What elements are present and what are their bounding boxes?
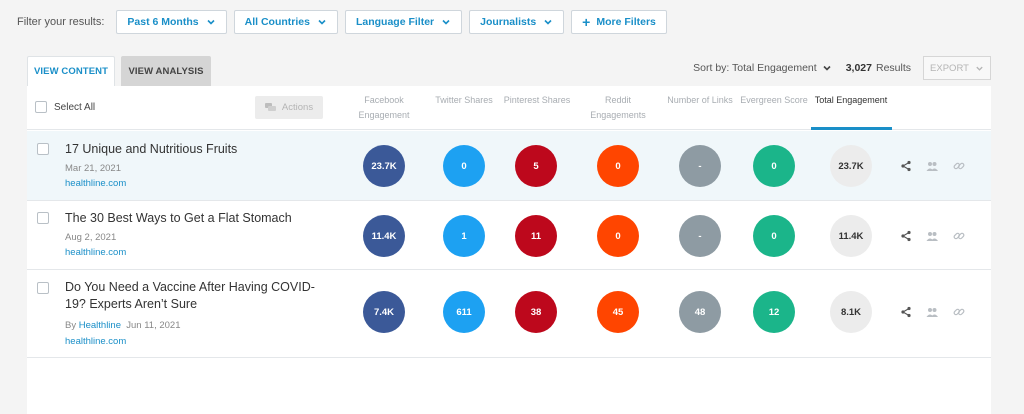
link-icon[interactable] [953, 230, 965, 242]
select-all-checkbox[interactable] [35, 101, 47, 113]
results-number: 3,027 [845, 62, 872, 74]
pinterest-shares-value: 5 [515, 145, 557, 187]
filter-country-button[interactable]: All Countries [233, 10, 338, 34]
chevron-down-icon [442, 19, 450, 25]
link-icon[interactable] [953, 306, 965, 318]
people-icon[interactable] [926, 160, 938, 172]
total-engagement-value: 8.1K [830, 291, 872, 333]
total-engagement-value: 11.4K [830, 215, 872, 257]
sort-bar: Sort by: Total Engagement 3,027 Results E… [693, 56, 991, 80]
evergreen-score-value: 0 [753, 145, 795, 187]
tab-view-analysis[interactable]: VIEW ANALYSIS [121, 56, 211, 86]
people-icon[interactable] [926, 230, 938, 242]
table-row: 17 Unique and Nutritious Fruits Mar 21, … [27, 131, 991, 201]
select-all[interactable]: Select All [35, 101, 95, 113]
chat-icon [264, 103, 276, 111]
filter-bar: Filter your results: Past 6 Months All C… [17, 10, 674, 34]
reddit-engagements-value: 45 [597, 291, 639, 333]
article-meta: By Healthline Jun 11, 2021 [65, 320, 181, 331]
article-meta: Mar 21, 2021 [65, 163, 121, 174]
number-of-links-value: - [679, 215, 721, 257]
row-checkbox[interactable] [37, 143, 49, 155]
article-date: Aug 2, 2021 [65, 232, 117, 243]
chevron-down-icon [318, 19, 326, 25]
article-title[interactable]: The 30 Best Ways to Get a Flat Stomach [65, 211, 292, 225]
evergreen-score-value: 0 [753, 215, 795, 257]
twitter-shares-value: 0 [443, 145, 485, 187]
tab-view-content[interactable]: VIEW CONTENT [27, 56, 115, 86]
reddit-engagements-value: 0 [597, 145, 639, 187]
article-author[interactable]: Healthline [78, 320, 121, 331]
col-header-total[interactable]: Total Engagement [814, 95, 888, 105]
article-title[interactable]: 17 Unique and Nutritious Fruits [65, 142, 238, 156]
twitter-shares-value: 611 [443, 291, 485, 333]
sort-dropdown[interactable]: Sort by: Total Engagement [693, 62, 832, 74]
col-header-links[interactable]: Number of Links [667, 95, 733, 105]
pinterest-shares-value: 38 [515, 291, 557, 333]
results-label: Results [875, 62, 911, 74]
total-engagement-value: 23.7K [830, 145, 872, 187]
share-icon[interactable] [900, 160, 912, 172]
col-header-twitter[interactable]: Twitter Shares [435, 95, 493, 105]
table-row: The 30 Best Ways to Get a Flat Stomach A… [27, 201, 991, 270]
filter-language-button[interactable]: Language Filter [344, 10, 463, 34]
reddit-engagements-value: 0 [597, 215, 639, 257]
article-domain[interactable]: healthline.com [65, 336, 127, 347]
article-meta: Aug 2, 2021 [65, 232, 116, 243]
col-header-facebook[interactable]: Facebook Engagement [358, 95, 410, 120]
chevron-down-icon [544, 19, 552, 25]
export-label: EXPORT [930, 62, 969, 74]
actions-button[interactable]: Actions [255, 96, 323, 119]
number-of-links-value: 48 [679, 291, 721, 333]
filter-journalists-label: Journalists [480, 16, 537, 28]
link-icon[interactable] [953, 160, 965, 172]
chevron-down-icon [976, 66, 983, 71]
results-table: Select All Actions Facebook Engagement T… [27, 86, 991, 414]
export-button[interactable]: EXPORT [923, 56, 991, 80]
article-domain[interactable]: healthline.com [65, 247, 127, 258]
article-domain[interactable]: healthline.com [65, 178, 127, 189]
share-icon[interactable] [900, 230, 912, 242]
filter-date-label: Past 6 Months [127, 16, 199, 28]
col-header-reddit[interactable]: Reddit Engagements [590, 95, 646, 120]
facebook-engagement-value: 23.7K [363, 145, 405, 187]
evergreen-score-value: 12 [753, 291, 795, 333]
results-card: VIEW CONTENT VIEW ANALYSIS Sort by: Tota… [27, 56, 991, 414]
more-filters-button[interactable]: + More Filters [571, 10, 667, 34]
facebook-engagement-value: 11.4K [363, 215, 405, 257]
people-icon[interactable] [926, 306, 938, 318]
author-prefix: By [65, 320, 77, 331]
chevron-down-icon [823, 65, 831, 71]
filter-language-label: Language Filter [355, 16, 435, 28]
facebook-engagement-value: 7.4K [363, 291, 405, 333]
select-all-label: Select All [54, 101, 96, 113]
more-filters-label: More Filters [596, 16, 656, 28]
col-header-pinterest[interactable]: Pinterest Shares [503, 95, 571, 105]
actions-label: Actions [281, 102, 314, 113]
filter-date-button[interactable]: Past 6 Months [116, 10, 227, 34]
row-checkbox[interactable] [37, 282, 49, 294]
number-of-links-value: - [679, 145, 721, 187]
row-checkbox[interactable] [37, 212, 49, 224]
table-header: Select All Actions Facebook Engagement T… [27, 86, 991, 130]
table-row: Do You Need a Vaccine After Having COVID… [27, 270, 991, 358]
filter-country-label: All Countries [244, 16, 310, 28]
view-tabs: VIEW CONTENT VIEW ANALYSIS [27, 56, 211, 86]
filter-journalists-button[interactable]: Journalists [469, 10, 565, 34]
share-icon[interactable] [900, 306, 912, 318]
results-count: 3,027 Results [846, 62, 911, 74]
pinterest-shares-value: 11 [515, 215, 557, 257]
sort-label: Sort by: Total Engagement [693, 62, 817, 74]
col-header-evergreen[interactable]: Evergreen Score [740, 95, 808, 105]
twitter-shares-value: 1 [443, 215, 485, 257]
chevron-down-icon [207, 19, 215, 25]
article-date: Mar 21, 2021 [65, 163, 121, 174]
filter-label: Filter your results: [17, 16, 105, 28]
article-date: Jun 11, 2021 [126, 320, 181, 331]
article-title[interactable]: Do You Need a Vaccine After Having COVID… [65, 280, 315, 311]
active-sort-underline [811, 127, 892, 130]
plus-icon: + [582, 14, 591, 30]
